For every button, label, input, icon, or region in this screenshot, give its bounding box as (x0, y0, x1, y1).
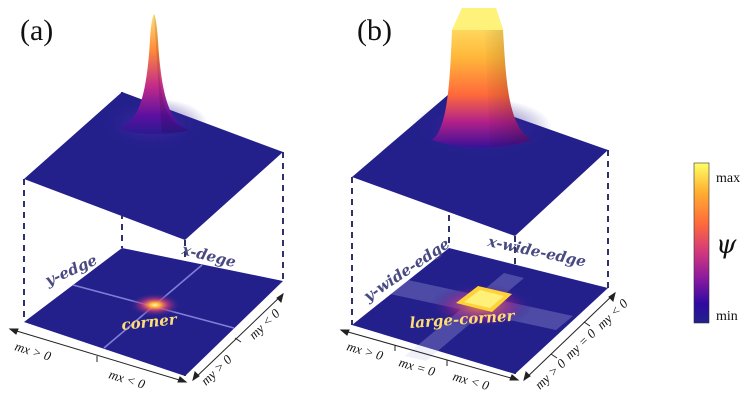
panel-b-mx-pos-label: mx > 0 (345, 338, 385, 363)
panel-b-large-corner-core (464, 290, 504, 308)
panel-a-mx-pos-label: mx > 0 (13, 339, 53, 364)
panel-a-top-surface (24, 92, 283, 240)
panel-a-label: (a) (20, 14, 53, 47)
panel-b-label: (b) (357, 14, 392, 47)
panel-a-axis-lines (8, 292, 284, 383)
panel-b-mesa-side (482, 8, 532, 147)
panel-a-spike (118, 14, 190, 135)
panel-b-my-zero-label: my = 0 (562, 325, 599, 362)
colorbar-max-label: max (716, 171, 740, 186)
panel-a-mx-neg-label: mx < 0 (107, 367, 147, 392)
panel-a-corner-label: corner (121, 310, 179, 334)
panel-a-spike-shade (154, 14, 190, 133)
panel-a-corner-glow (129, 293, 181, 317)
panel-b-axis-lines (339, 291, 616, 382)
colorbar-psi-symbol: ψ (716, 230, 737, 260)
panel-b-mesa-top (452, 8, 503, 30)
colorbar (693, 162, 710, 324)
panel-b-my-pos-label: my > 0 (532, 355, 569, 392)
panel-b-mx-zero-label: mx = 0 (397, 354, 437, 379)
colorbar-min-label: min (716, 309, 738, 324)
panel-b-mx-neg-label: mx < 0 (451, 368, 491, 393)
